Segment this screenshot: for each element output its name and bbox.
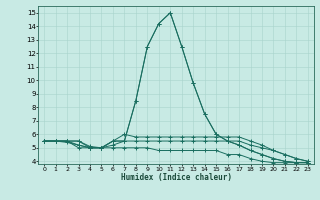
X-axis label: Humidex (Indice chaleur): Humidex (Indice chaleur) bbox=[121, 173, 231, 182]
